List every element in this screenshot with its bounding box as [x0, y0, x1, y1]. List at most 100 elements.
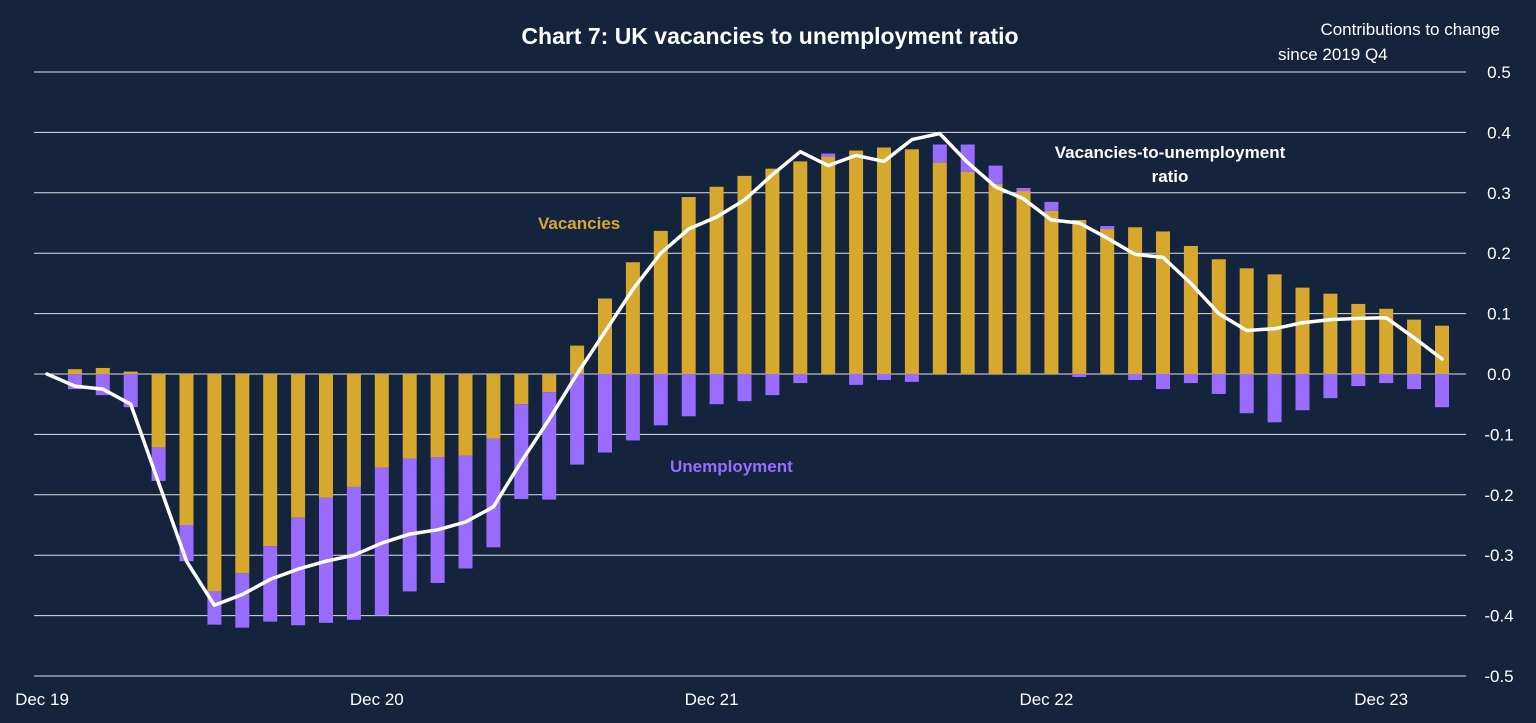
- unemployment-bar: [123, 374, 138, 408]
- vacancies-bar: [765, 168, 780, 374]
- ratio-line: [45, 131, 1444, 608]
- y-tick-label: -0.1: [1484, 425, 1513, 444]
- unemployment-bar: [737, 374, 752, 402]
- unemployment-bar: [1016, 187, 1031, 191]
- unemployment-bar: [1407, 374, 1422, 390]
- vacancies-bar: [793, 161, 808, 374]
- unemployment-bar: [542, 392, 557, 500]
- unemployment-bar: [514, 404, 529, 500]
- unemployment-bar: [1379, 374, 1394, 384]
- y-tick-label: -0.2: [1484, 486, 1513, 505]
- unemployment-bar: [681, 374, 696, 417]
- y-tick-label: 0.0: [1487, 365, 1511, 384]
- unemployment-bar: [1351, 374, 1366, 387]
- y-tick-label: -0.4: [1484, 607, 1513, 626]
- ratio-annotation-line-1: Vacancies-to-unemployment: [1055, 143, 1286, 162]
- y-tick-label: 0.1: [1487, 305, 1511, 324]
- ratio-line-layer: [45, 131, 1444, 608]
- vacancies-bar: [319, 374, 333, 498]
- chart-title: Chart 7: UK vacancies to unemployment ra…: [521, 23, 1018, 49]
- unemployment-bar: [821, 153, 836, 157]
- vacancies-bar: [1435, 325, 1449, 374]
- vacancies-bar: [346, 374, 361, 487]
- x-tick-label: Dec 20: [350, 690, 404, 709]
- unemployment-bar: [625, 374, 640, 441]
- vacancies-annotation: Vacancies: [538, 214, 620, 233]
- unemployment-bar: [849, 374, 864, 385]
- unemployment-bar: [904, 374, 919, 382]
- vacancies-bar: [653, 230, 668, 374]
- vacancies-bar: [932, 162, 947, 374]
- unemployment-bar: [570, 374, 585, 465]
- unemployment-bar: [1044, 201, 1059, 211]
- unemployment-bar: [653, 374, 668, 426]
- vacancies-bar: [67, 369, 82, 374]
- y-tick-label: 0.4: [1487, 123, 1511, 142]
- x-tick-label: Dec 21: [685, 690, 739, 709]
- vacancies-bar: [625, 262, 640, 374]
- vacancies-bar: [542, 374, 557, 393]
- unemployment-bar: [1100, 226, 1115, 230]
- unemployment-bar: [988, 165, 1003, 184]
- unemployment-bar: [486, 438, 501, 548]
- unemployment-bar: [235, 573, 250, 628]
- vacancies-bar: [821, 156, 836, 374]
- vacancies-bar: [988, 183, 1003, 374]
- vacancies-bar: [737, 175, 752, 374]
- x-tick-label: Dec 19: [15, 690, 69, 709]
- vacancies-bar: [1183, 245, 1198, 374]
- unemployment-bar: [1323, 374, 1338, 399]
- y-tick-label: -0.3: [1484, 546, 1513, 565]
- vacancies-bar: [598, 298, 612, 374]
- unemployment-bar: [1267, 374, 1282, 423]
- unemployment-bar: [877, 374, 891, 381]
- vacancies-bar: [1267, 274, 1282, 374]
- vacancies-bar: [1128, 227, 1143, 374]
- unemployment-bar: [932, 144, 947, 163]
- unemployment-bar: [458, 455, 473, 569]
- vacancies-bar: [1044, 210, 1059, 374]
- vacancies-bar: [1072, 219, 1087, 374]
- unemployment-bar: [430, 457, 445, 583]
- unemployment-bar: [1156, 374, 1170, 390]
- y-tick-label: 0.3: [1487, 184, 1511, 203]
- vacancies-bar: [374, 374, 389, 468]
- vacancies-bar: [1211, 259, 1226, 374]
- vacancies-bar: [849, 150, 864, 374]
- vacancies-bar: [235, 374, 250, 574]
- vacancies-bar: [123, 371, 138, 374]
- vacancies-bar: [1323, 293, 1338, 374]
- vacancies-bar: [1351, 303, 1366, 374]
- vacancies-bar: [95, 367, 110, 374]
- unemployment-bar: [1128, 374, 1143, 381]
- unemployment-bar: [291, 517, 306, 626]
- units-note-line-2: since 2019 Q4: [1278, 45, 1388, 64]
- vacancies-bar: [681, 197, 696, 374]
- vacancies-bar: [1295, 287, 1310, 374]
- vacancies-bar: [263, 374, 278, 547]
- vacancies-bar: [291, 374, 306, 518]
- vacancies-bar: [877, 147, 891, 374]
- vacancies-bar: [486, 374, 501, 439]
- vacancies-bar: [179, 374, 194, 525]
- vacancies-bar: [207, 374, 222, 592]
- unemployment-bar: [598, 374, 612, 453]
- unemployment-bar: [709, 374, 724, 405]
- vacancies-bar: [960, 171, 975, 374]
- y-tick-label: 0.2: [1487, 244, 1511, 263]
- vacancies-bar: [1239, 268, 1254, 374]
- vacancies-bar: [458, 374, 473, 456]
- vacancies-bar: [1379, 308, 1394, 374]
- vacancies-bar: [1100, 229, 1115, 374]
- y-tick-label: 0.5: [1487, 63, 1511, 82]
- vacancies-bar: [1016, 190, 1031, 374]
- vacancies-bar: [402, 374, 417, 459]
- unemployment-annotation: Unemployment: [670, 457, 793, 476]
- vacancies-bar: [1156, 231, 1170, 374]
- unemployment-bar: [1183, 374, 1198, 384]
- vacancies-bar: [904, 149, 919, 374]
- vacancies-bar: [1407, 319, 1422, 374]
- vacancies-bar: [430, 374, 445, 458]
